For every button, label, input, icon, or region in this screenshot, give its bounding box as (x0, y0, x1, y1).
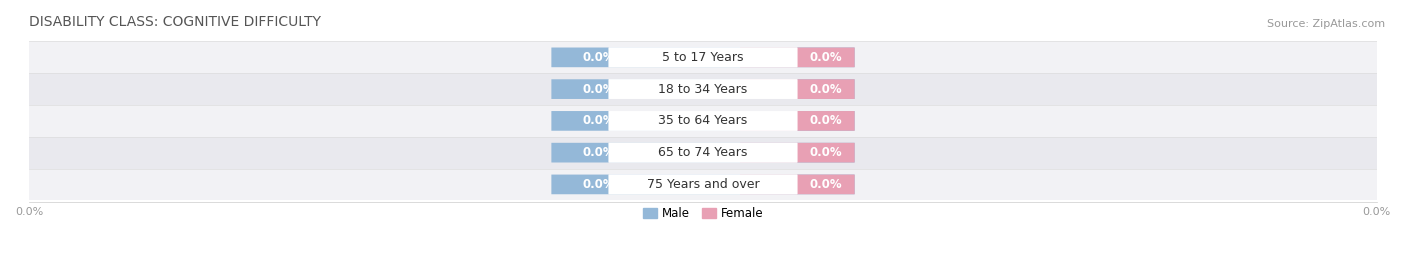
Text: 0.0%: 0.0% (582, 114, 614, 127)
FancyBboxPatch shape (609, 111, 797, 131)
Text: 18 to 34 Years: 18 to 34 Years (658, 83, 748, 96)
FancyBboxPatch shape (740, 175, 855, 194)
FancyBboxPatch shape (740, 79, 855, 99)
FancyBboxPatch shape (30, 105, 1376, 137)
Text: Source: ZipAtlas.com: Source: ZipAtlas.com (1267, 19, 1385, 29)
FancyBboxPatch shape (609, 111, 797, 131)
FancyBboxPatch shape (740, 48, 855, 67)
Text: 35 to 64 Years: 35 to 64 Years (658, 114, 748, 127)
FancyBboxPatch shape (551, 79, 855, 99)
Legend: Male, Female: Male, Female (638, 203, 768, 225)
Text: 0.0%: 0.0% (582, 146, 614, 159)
Text: 65 to 74 Years: 65 to 74 Years (658, 146, 748, 159)
Text: 0.0%: 0.0% (582, 51, 614, 64)
FancyBboxPatch shape (609, 175, 797, 194)
Text: DISABILITY CLASS: COGNITIVE DIFFICULTY: DISABILITY CLASS: COGNITIVE DIFFICULTY (30, 15, 321, 29)
FancyBboxPatch shape (609, 143, 797, 163)
Text: 0.0%: 0.0% (582, 178, 614, 191)
FancyBboxPatch shape (609, 175, 797, 194)
FancyBboxPatch shape (30, 137, 1376, 168)
Text: 0.0%: 0.0% (810, 114, 842, 127)
Text: 0.0%: 0.0% (810, 178, 842, 191)
FancyBboxPatch shape (609, 48, 797, 67)
Text: 0.0%: 0.0% (810, 146, 842, 159)
Text: 0.0%: 0.0% (582, 83, 614, 96)
Text: 75 Years and over: 75 Years and over (647, 178, 759, 191)
FancyBboxPatch shape (609, 48, 797, 67)
FancyBboxPatch shape (551, 48, 855, 67)
FancyBboxPatch shape (609, 79, 797, 99)
FancyBboxPatch shape (609, 143, 797, 163)
FancyBboxPatch shape (740, 111, 855, 131)
FancyBboxPatch shape (609, 79, 797, 99)
FancyBboxPatch shape (551, 111, 855, 131)
FancyBboxPatch shape (30, 168, 1376, 200)
FancyBboxPatch shape (551, 175, 855, 194)
FancyBboxPatch shape (740, 143, 855, 163)
FancyBboxPatch shape (30, 73, 1376, 105)
Text: 0.0%: 0.0% (810, 51, 842, 64)
Text: 0.0%: 0.0% (810, 83, 842, 96)
FancyBboxPatch shape (551, 143, 855, 163)
FancyBboxPatch shape (30, 42, 1376, 73)
Text: 5 to 17 Years: 5 to 17 Years (662, 51, 744, 64)
